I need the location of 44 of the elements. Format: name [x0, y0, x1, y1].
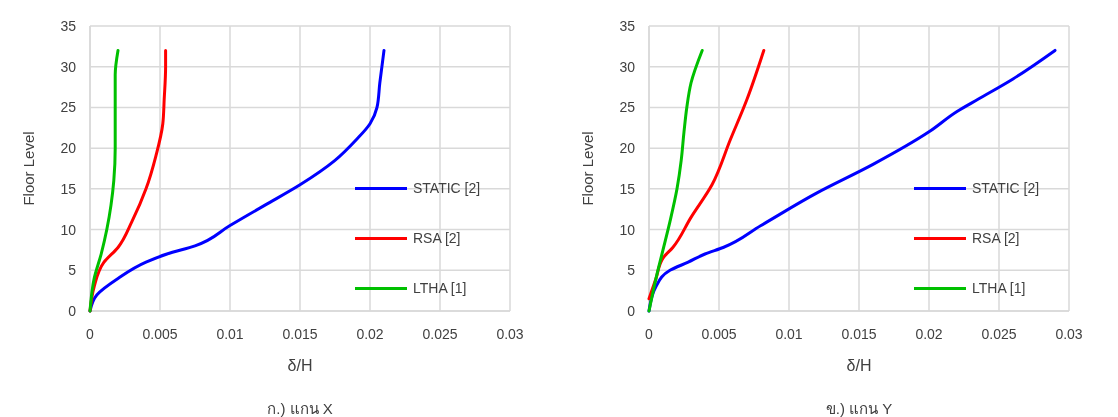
legend-label: RSA [2]: [972, 230, 1020, 247]
y-tick-label: 0: [627, 303, 636, 319]
x-tick-label: 0: [645, 326, 654, 342]
y-tick-label: 30: [60, 58, 77, 75]
y-axis-title: Floor Level: [20, 131, 37, 206]
legend-label: STATIC [2]: [413, 180, 481, 197]
y-tick-label: 5: [68, 262, 77, 279]
y-axis-title: Floor Level: [579, 131, 596, 206]
y-tick-label: 35: [60, 18, 77, 34]
legend-label: LTHA [1]: [972, 280, 1026, 297]
line-series: [88, 48, 120, 313]
x-tick-label: 0.005: [142, 326, 178, 342]
legend-label: RSA [2]: [413, 230, 461, 247]
y-tick-label: 10: [619, 221, 636, 238]
y-tick-label: 25: [60, 99, 77, 116]
y-tick-label: 0: [68, 303, 77, 319]
x-tick-label: 0: [86, 326, 95, 342]
x-tick-label: 0.02: [356, 326, 384, 342]
text: ข.) แกน Y: [825, 400, 893, 417]
x-tick-label: 0.01: [216, 326, 244, 342]
y-tick-label: 35: [619, 18, 636, 34]
x-tick-label: 0.03: [496, 326, 524, 342]
x-tick-label: 0.015: [841, 326, 877, 342]
x-tick-label: 0.015: [282, 326, 318, 342]
x-axis-title: δ/H: [287, 357, 313, 374]
line-series: [647, 48, 704, 313]
x-axis-title: δ/H: [846, 357, 872, 374]
y-tick-label: 20: [60, 140, 77, 157]
text: ก.) แกน X: [267, 400, 333, 417]
x-tick-label: 0.01: [775, 326, 803, 342]
x-tick-label: 0.025: [981, 326, 1017, 342]
x-tick-label: 0.005: [701, 326, 737, 342]
y-tick-label: 15: [619, 180, 636, 197]
y-tick-label: 30: [619, 58, 636, 75]
y-tick-label: 20: [619, 140, 636, 157]
y-tick-label: 25: [619, 99, 636, 116]
x-tick-label: 0.03: [1055, 326, 1083, 342]
y-tick-label: 15: [60, 180, 77, 197]
y-tick-label: 5: [627, 262, 636, 279]
x-tick-label: 0.02: [915, 326, 943, 342]
y-tick-label: 10: [60, 221, 77, 238]
legend-label: STATIC [2]: [972, 180, 1040, 197]
legend-label: LTHA [1]: [413, 280, 467, 297]
x-tick-label: 0.025: [422, 326, 458, 342]
